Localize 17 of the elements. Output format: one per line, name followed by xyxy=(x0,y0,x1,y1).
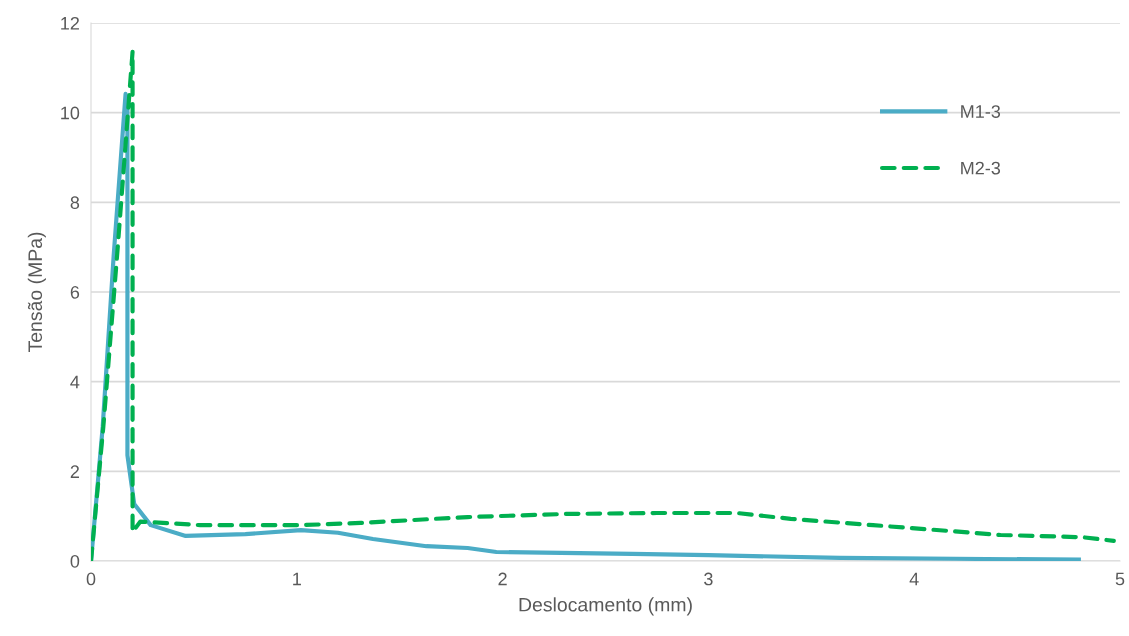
y-axis-title: Tensão (MPa) xyxy=(27,232,46,353)
y-tick-label: 0 xyxy=(70,554,80,568)
y-tick-label: 2 xyxy=(70,465,79,478)
y-tick-label: 6 xyxy=(70,285,80,299)
x-axis-title: Deslocamento (mm) xyxy=(519,597,692,616)
y-tick-label: 10 xyxy=(61,106,80,120)
y-tick-label: 12 xyxy=(61,16,79,30)
x-tick-label: 0 xyxy=(86,572,96,586)
x-tick-label: 4 xyxy=(909,572,919,586)
legend-label: M1-3 xyxy=(961,105,1001,118)
x-tick-label: 5 xyxy=(1115,572,1125,586)
y-tick-label: 8 xyxy=(70,196,80,210)
x-tick-label: 2 xyxy=(498,572,507,586)
x-tick-label: 3 xyxy=(704,572,713,586)
y-tick-label: 4 xyxy=(70,375,80,389)
legend-label: M2-3 xyxy=(961,161,1001,175)
x-tick-label: 1 xyxy=(293,572,301,586)
